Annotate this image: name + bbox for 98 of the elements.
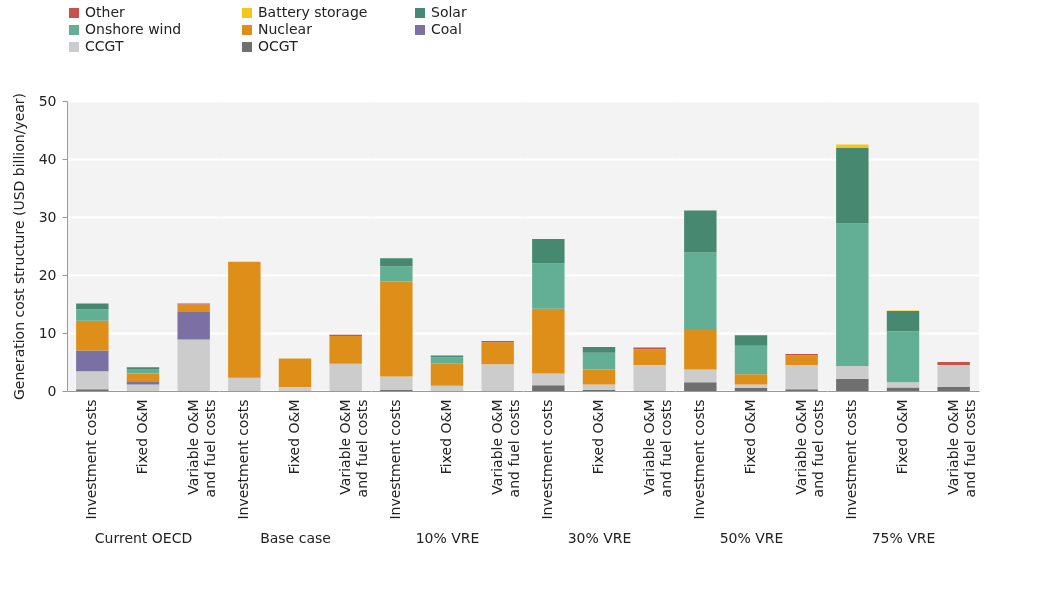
bar	[684, 382, 717, 391]
bar	[532, 239, 565, 264]
bar	[380, 258, 413, 267]
bar	[430, 385, 464, 391]
bar	[684, 369, 717, 383]
legend-label: Coal	[431, 21, 462, 37]
bar	[430, 357, 464, 364]
bar	[734, 335, 768, 346]
bar	[329, 335, 362, 364]
x-tick-label: Investment costs	[83, 399, 100, 520]
x-tick-label: Investment costs	[539, 399, 556, 520]
bar	[785, 355, 818, 365]
bar	[937, 362, 970, 365]
y-tick-label: 0	[47, 382, 57, 399]
bar	[126, 384, 160, 391]
bar	[126, 368, 160, 374]
bar	[785, 364, 818, 390]
legend-label: OCGT	[258, 38, 299, 54]
y-tick-label: 20	[38, 266, 57, 283]
x-axis-title: Current OECD	[94, 529, 193, 546]
bar	[886, 331, 920, 383]
x-tick-label: Investment costs	[387, 399, 404, 520]
bar	[532, 373, 565, 386]
x-axis-title: Base case	[260, 529, 331, 546]
bar	[76, 309, 109, 321]
bar	[937, 364, 970, 387]
x-tick-label: Fixed O&M	[742, 399, 758, 475]
bar	[278, 358, 312, 387]
bar	[582, 346, 616, 353]
legend-label: Nuclear	[258, 21, 313, 37]
bar	[177, 304, 210, 313]
bar	[734, 374, 768, 385]
bar	[836, 223, 869, 367]
bar	[228, 261, 261, 378]
x-tick-label: Investment costs	[843, 399, 860, 520]
legend-label: Other	[85, 4, 125, 20]
bar	[76, 371, 109, 390]
x-axis-title: 50% VRE	[719, 529, 784, 546]
bar	[380, 266, 413, 282]
y-axis-title: Generation cost structure (USD billion/year)	[10, 92, 27, 401]
bar	[684, 210, 717, 253]
bar	[177, 312, 210, 340]
y-tick-label: 50	[38, 92, 57, 109]
bar	[582, 352, 616, 370]
bar	[532, 385, 565, 391]
bar	[836, 378, 869, 391]
x-tick-label: Fixed O&M	[894, 399, 910, 475]
bar	[329, 363, 362, 391]
bar	[76, 350, 109, 372]
x-tick-label: Fixed O&M	[590, 399, 606, 475]
bar	[177, 339, 210, 391]
bar	[430, 363, 464, 386]
bar	[380, 281, 413, 377]
x-axis-title: 10% VRE	[415, 529, 480, 546]
x-tick-label: Variable O&M and fuel costs	[640, 399, 674, 498]
bar	[582, 369, 616, 385]
x-tick-label: Variable O&M and fuel costs	[336, 399, 370, 498]
x-axis-title: 75% VRE	[871, 529, 936, 546]
bar	[76, 303, 109, 310]
bar	[481, 342, 514, 365]
bar	[532, 263, 565, 309]
x-axis-title: 30% VRE	[567, 529, 632, 546]
x-tick-label: Fixed O&M	[134, 399, 150, 475]
bar	[886, 310, 920, 332]
y-tick-label: 10	[38, 324, 57, 341]
bar	[937, 386, 970, 391]
y-tick-label: 40	[38, 150, 57, 167]
x-tick-label: Investment costs	[235, 399, 252, 520]
x-tick-label: Investment costs	[691, 399, 708, 520]
bar	[228, 377, 261, 391]
bar	[532, 308, 565, 374]
bar	[126, 373, 160, 382]
x-tick-label: Variable O&M and fuel costs	[944, 399, 978, 498]
bar	[633, 349, 666, 365]
bar	[582, 384, 616, 390]
legend-label: Onshore wind	[85, 21, 182, 37]
legend-label: CCGT	[85, 38, 124, 54]
bar	[633, 364, 666, 391]
x-tick-label: Fixed O&M	[438, 399, 454, 475]
bar	[836, 147, 869, 224]
x-tick-label: Fixed O&M	[286, 399, 302, 475]
bar	[380, 376, 413, 390]
x-tick-label: Variable O&M and fuel costs	[184, 399, 218, 498]
x-tick-label: Variable O&M and fuel costs	[792, 399, 826, 498]
bar	[836, 366, 869, 379]
bar	[684, 252, 717, 331]
legend-label: Solar	[431, 4, 467, 20]
bar	[126, 381, 160, 385]
bar	[734, 388, 768, 391]
x-tick-label: Variable O&M and fuel costs	[488, 399, 522, 498]
bar	[684, 330, 717, 370]
bar	[734, 345, 768, 375]
bar	[76, 320, 109, 351]
legend-label: Battery storage	[258, 4, 368, 20]
bar	[278, 386, 312, 391]
bar	[481, 364, 514, 391]
bar	[886, 382, 920, 388]
y-tick-label: 30	[38, 208, 57, 225]
